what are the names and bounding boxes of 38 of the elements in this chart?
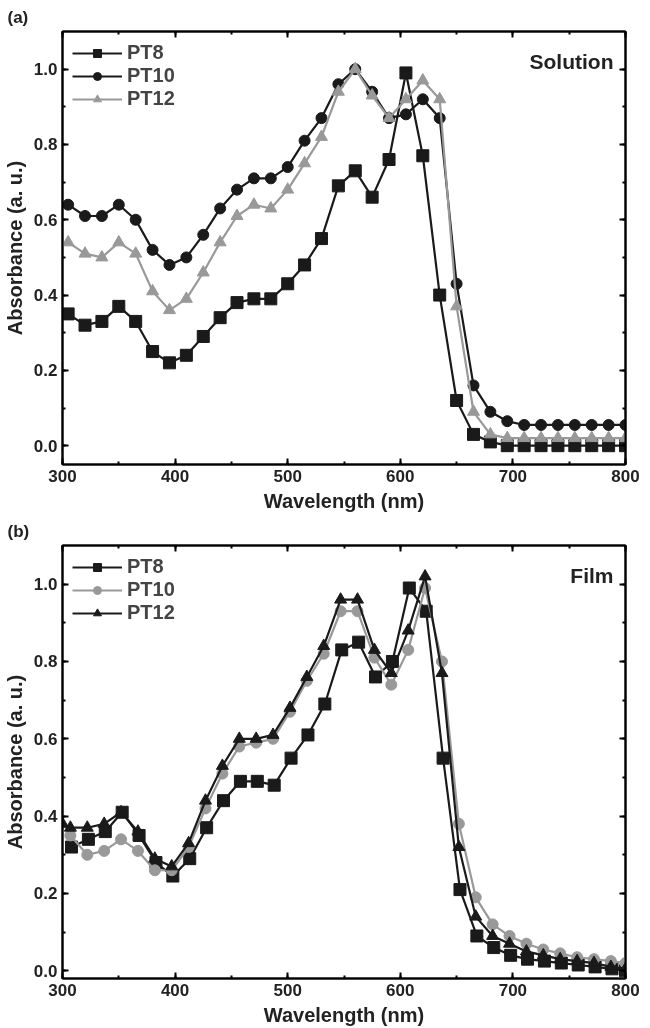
- x-tick-label: 600: [386, 980, 415, 1000]
- y-tick-label: 0.8: [33, 652, 58, 672]
- x-tick-label: 400: [160, 466, 190, 486]
- legend-label: PT10: [127, 64, 175, 87]
- x-tick-label: 800: [611, 980, 640, 1000]
- x-tick-label: 300: [48, 466, 77, 486]
- x-tick-label: 500: [273, 466, 302, 486]
- y-tick-label: 0.6: [33, 729, 58, 749]
- legend-label: PT12: [127, 601, 175, 624]
- legend-label: PT10: [127, 578, 175, 601]
- y-axis-title: Absorbance (a. u.): [3, 160, 26, 336]
- x-axis-title: Wavelength (nm): [263, 489, 425, 512]
- x-tick-label: 500: [273, 980, 302, 1000]
- x-tick-label: 800: [611, 466, 640, 486]
- y-tick-label: 1.0: [33, 575, 58, 595]
- y-tick-label: 0.4: [33, 286, 59, 306]
- legend-label: PT12: [127, 87, 175, 110]
- y-tick-label: 1.0: [33, 60, 58, 80]
- y-tick-label: 0.2: [33, 361, 58, 381]
- y-tick-label: 0.0: [33, 961, 58, 981]
- x-axis-title: Wavelength (nm): [263, 1003, 425, 1026]
- annotation: Solution: [529, 49, 614, 73]
- y-axis-title: Absorbance (a. u.): [3, 674, 26, 850]
- x-tick-label: 600: [386, 466, 415, 486]
- annotation: Film: [570, 563, 614, 587]
- y-tick-label: 0.2: [33, 884, 58, 904]
- x-tick-label: 700: [498, 466, 528, 486]
- y-tick-label: 0.6: [33, 210, 58, 230]
- y-tick-label: 0.0: [33, 436, 58, 456]
- y-tick-label: 0.4: [33, 807, 59, 827]
- chart-title: (a): [7, 7, 29, 27]
- legend-label: PT8: [127, 41, 164, 64]
- legend-label: PT8: [127, 555, 164, 578]
- x-tick-label: 300: [48, 980, 77, 1000]
- chart-title: (b): [7, 521, 30, 541]
- x-tick-label: 700: [498, 980, 528, 1000]
- y-tick-label: 0.8: [33, 135, 58, 155]
- x-tick-label: 400: [160, 980, 190, 1000]
